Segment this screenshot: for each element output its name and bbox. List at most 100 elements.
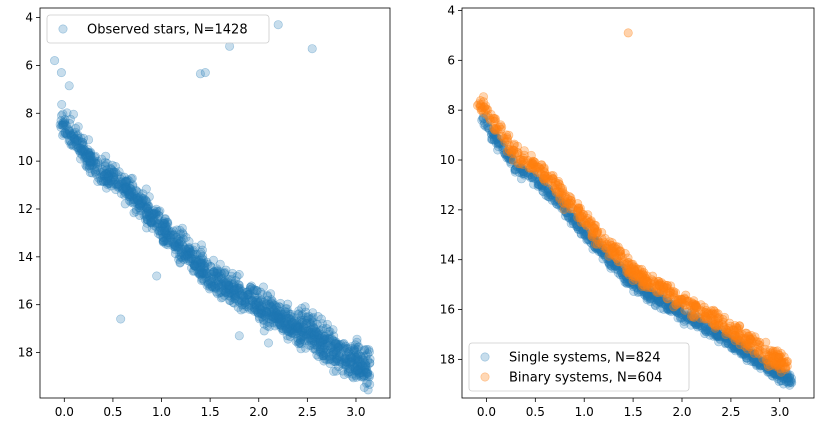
star-point [351,352,361,362]
star-point [58,119,68,129]
star-point [341,353,351,363]
star-point [175,233,185,243]
star-point [219,269,229,279]
star-point [319,332,329,342]
star-point [122,177,132,187]
star-point [193,257,203,267]
star-point [259,299,269,309]
star-point [185,246,195,256]
star-point [160,222,170,232]
star-point [269,309,279,319]
star-point [120,199,130,209]
star-point [93,158,103,168]
star-point [176,248,186,258]
star-point [127,192,137,202]
star-point [87,155,97,165]
star-point [201,268,211,278]
star-point [208,267,218,277]
star-point [181,249,191,259]
star-point [360,363,370,373]
star-point [188,266,198,276]
star-point [253,307,263,317]
star-point [158,236,168,246]
star-point [151,208,161,218]
star-point [307,329,317,339]
star-point [206,278,216,288]
star-point [135,201,145,211]
star-point [251,296,261,306]
star-point [271,307,281,317]
star-point [111,167,121,177]
star-point [174,238,184,248]
star-point [123,190,133,200]
star-point [65,135,75,145]
x-tick-label: 2.5 [721,405,740,419]
star-point [267,298,277,308]
star-point [272,312,282,322]
star-point [175,257,185,267]
star-point [70,135,80,145]
star-point [329,347,339,357]
star-point [285,314,295,324]
star-point [127,191,137,201]
star-point [259,319,269,329]
binary-star-point [662,289,672,299]
star-point [158,219,168,229]
star-point [329,356,339,366]
star-point [341,360,351,370]
star-point [85,161,95,171]
binary-star-point [504,130,514,140]
star-point [190,260,200,270]
star-point [252,286,262,296]
star-point [162,224,172,234]
star-point [86,151,96,161]
binary-star-point [519,150,529,160]
star-point [226,289,236,299]
outlier-point [322,355,332,365]
star-point [331,366,341,376]
star-point [351,370,361,380]
star-point [78,140,88,150]
star-point [258,306,268,316]
star-point [86,159,96,169]
star-point [305,335,315,345]
star-point [81,151,91,161]
star-point [233,285,243,295]
star-point [146,212,156,222]
star-point [333,342,343,352]
star-point [162,222,172,232]
star-point [234,280,244,290]
star-point [172,232,182,242]
star-point [178,234,188,244]
star-point [95,172,105,182]
x-tick-label: 1.5 [201,405,220,419]
binary-star-point [555,194,565,204]
star-point [171,245,181,255]
binary-star-point [712,321,722,331]
star-point [230,290,240,300]
star-point [319,347,329,357]
star-point [60,117,70,127]
star-point [360,345,370,355]
star-point [172,238,182,248]
x-tick-label: 1.0 [152,405,171,419]
star-point [211,269,221,279]
star-point [136,201,146,211]
binary-star-point [548,171,558,181]
star-point [85,158,95,168]
star-point [297,317,307,327]
star-point [290,323,300,333]
star-point [253,297,263,307]
star-point [298,324,308,334]
star-point [189,259,199,269]
star-point [221,288,231,298]
star-point [331,357,341,367]
star-point [300,323,310,333]
star-point [273,313,283,323]
star-point [315,337,325,347]
star-point [328,341,338,351]
data-points [50,20,375,395]
star-point [134,196,144,206]
star-point [131,192,141,202]
star-point [352,350,362,360]
